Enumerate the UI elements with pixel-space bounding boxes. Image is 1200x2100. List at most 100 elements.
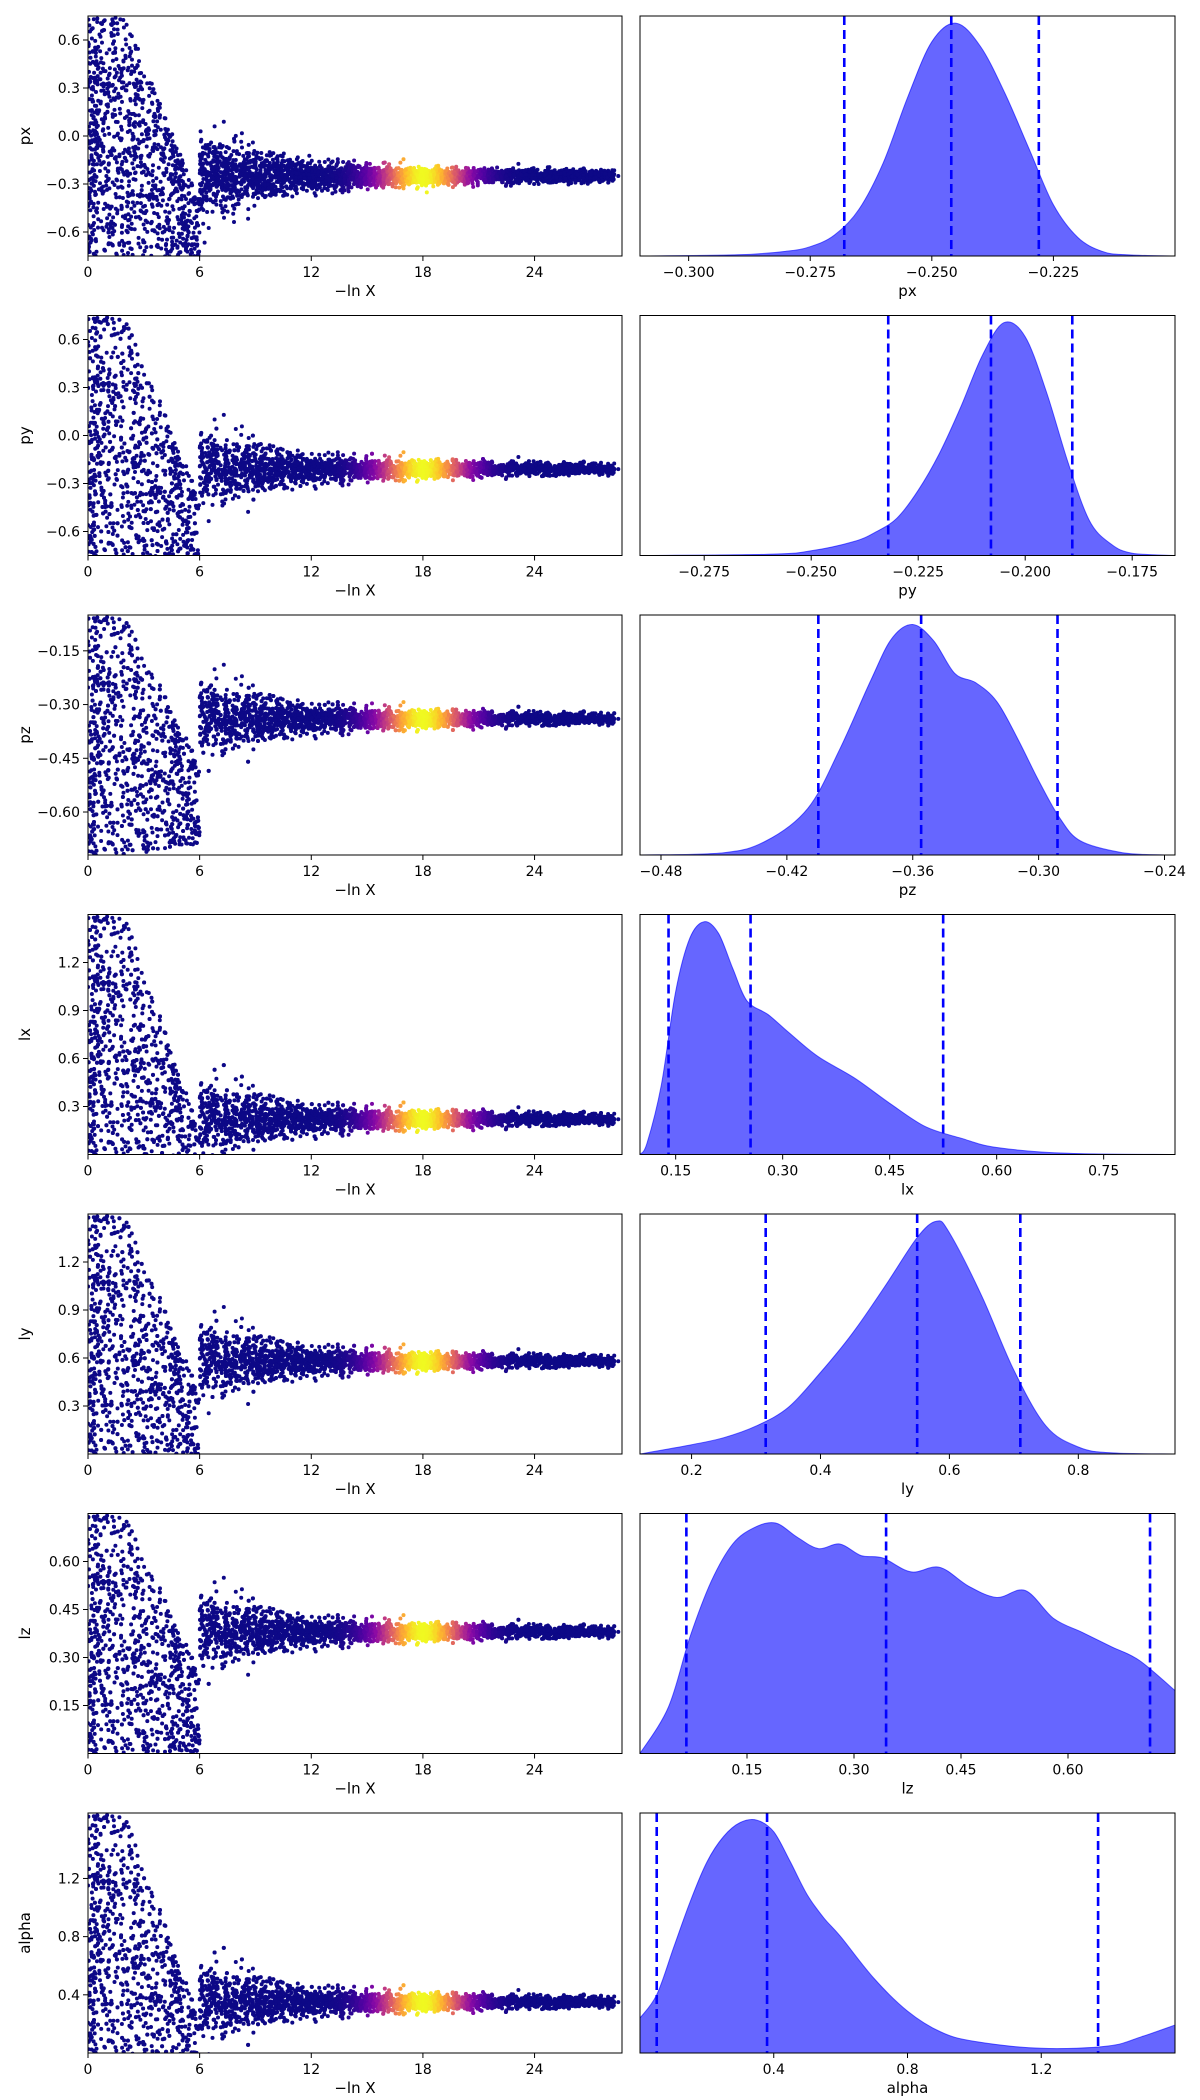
x-tick-label: −0.275 xyxy=(784,265,836,281)
y-tick-label: −0.3 xyxy=(46,477,80,493)
y-tick-label: −0.45 xyxy=(37,751,80,767)
trace-panel-alpha: 0 6 12 18 24 −ln X 1.2 0.8 0.4 alpha xyxy=(16,1812,623,2097)
x-axis-label: ly xyxy=(901,1480,914,1498)
x-axis-label: −ln X xyxy=(334,282,375,300)
x-tick-label: 18 xyxy=(414,265,432,281)
sample-points xyxy=(88,1513,621,1754)
marginal-axes-frame xyxy=(639,914,1176,1155)
marginal-panel-px: −0.300 −0.275 −0.250 −0.225 px xyxy=(639,15,1176,300)
density-area xyxy=(640,1220,1175,1454)
x-axis-label: −ln X xyxy=(334,881,375,899)
marginal-panel-py: −0.275 −0.250 −0.225 −0.200 −0.175 py xyxy=(639,315,1176,600)
x-tick-label: 0.8 xyxy=(896,2062,918,2078)
y-axis-label: py xyxy=(16,426,34,445)
x-tick-label: −0.250 xyxy=(906,265,958,281)
y-tick-label: −0.15 xyxy=(37,644,80,660)
x-tick-label: 0 xyxy=(84,1463,93,1479)
sample-points xyxy=(88,615,621,855)
x-axis-label: −ln X xyxy=(334,1181,375,1199)
x-tick-label: 24 xyxy=(526,1164,544,1180)
x-tick-label: −0.300 xyxy=(663,265,715,281)
x-tick-label: 6 xyxy=(195,265,204,281)
x-tick-label: 24 xyxy=(526,864,544,880)
x-tick-label: −0.30 xyxy=(1017,864,1060,880)
trace-axes-frame xyxy=(87,1213,623,1455)
x-tick-label: 12 xyxy=(302,265,320,281)
y-tick-label: 1.2 xyxy=(58,956,80,972)
x-tick-label: 0.60 xyxy=(1052,1763,1083,1779)
x-tick-label: 6 xyxy=(195,2062,204,2078)
x-tick-label: −0.24 xyxy=(1143,864,1186,880)
x-tick-label: 24 xyxy=(526,1463,544,1479)
x-tick-label: −0.48 xyxy=(640,864,683,880)
y-tick-label: 0.8 xyxy=(58,1930,80,1946)
x-tick-label: −0.225 xyxy=(1028,265,1080,281)
y-tick-label: 0.30 xyxy=(49,1651,80,1667)
y-axis-label: px xyxy=(16,127,34,146)
sample-points xyxy=(88,16,621,256)
y-tick-label: 0.3 xyxy=(58,1399,80,1415)
y-axis-label: lz xyxy=(16,1627,34,1639)
sample-points xyxy=(88,1813,621,2053)
y-tick-label: 0.3 xyxy=(58,81,80,97)
density-area xyxy=(640,1522,1175,1754)
trace-axes-frame xyxy=(87,614,623,856)
sample-points xyxy=(88,914,621,1155)
y-tick-label: −0.60 xyxy=(37,805,80,821)
x-tick-label: 12 xyxy=(302,2062,320,2078)
y-tick-label: 0.3 xyxy=(58,381,80,397)
y-tick-label: −0.6 xyxy=(46,525,80,541)
marginal-panel-ly: 0.2 0.4 0.6 0.8 ly xyxy=(639,1213,1176,1498)
x-axis-label: py xyxy=(898,582,917,600)
x-tick-label: 0.4 xyxy=(809,1463,831,1479)
y-tick-label: 1.2 xyxy=(58,1255,80,1271)
x-tick-label: 12 xyxy=(302,1164,320,1180)
marginal-panel-lz: 0.15 0.30 0.45 0.60 lz xyxy=(639,1513,1176,1798)
y-tick-label: −0.6 xyxy=(46,225,80,241)
x-tick-label: 0.15 xyxy=(731,1763,762,1779)
x-tick-label: 12 xyxy=(302,1763,320,1779)
x-tick-label: 0.4 xyxy=(763,2062,785,2078)
x-tick-label: 12 xyxy=(302,864,320,880)
x-tick-label: −0.42 xyxy=(765,864,808,880)
trace-axes-frame xyxy=(87,1513,623,1754)
y-tick-label: 0.9 xyxy=(58,1004,80,1020)
x-tick-label: 24 xyxy=(526,565,544,581)
x-tick-label: 0 xyxy=(84,1763,93,1779)
x-tick-label: 0.8 xyxy=(1067,1463,1089,1479)
x-tick-label: 0 xyxy=(84,1164,93,1180)
x-axis-label: lz xyxy=(901,1780,913,1798)
x-tick-label: 0 xyxy=(84,265,93,281)
density-area xyxy=(640,921,1175,1155)
marginal-axes-frame xyxy=(639,15,1176,257)
trace-axes-frame xyxy=(87,1812,623,2054)
x-tick-label: 0 xyxy=(84,864,93,880)
y-tick-label: 0.6 xyxy=(58,33,80,49)
density-area xyxy=(640,1819,1175,2053)
y-tick-label: 0.60 xyxy=(49,1555,80,1571)
y-tick-label: 0.45 xyxy=(49,1603,80,1619)
x-tick-label: 0.75 xyxy=(1088,1164,1119,1180)
y-tick-label: 0.6 xyxy=(58,1351,80,1367)
density-area xyxy=(640,321,1175,556)
trace-panel-pz: 0 6 12 18 24 −ln X −0.15 −0.30 −0.45 −0.60 pz xyxy=(16,614,623,899)
x-tick-label: 0.60 xyxy=(981,1164,1012,1180)
x-axis-label: −ln X xyxy=(334,1480,375,1498)
trace-panel-lz: 0 6 12 18 24 −ln X 0.60 0.45 0.30 0.15 lz xyxy=(16,1513,623,1798)
x-tick-label: −0.275 xyxy=(678,565,730,581)
marginal-axes-frame xyxy=(639,1513,1176,1754)
y-axis-label: ly xyxy=(16,1327,34,1340)
x-tick-label: −0.175 xyxy=(1106,565,1158,581)
x-axis-label: lx xyxy=(901,1181,914,1199)
trace-panel-lx: 0 6 12 18 24 −ln X 1.2 0.9 0.6 0.3 lx xyxy=(16,914,623,1199)
x-axis-label: −ln X xyxy=(334,582,375,600)
marginal-axes-frame xyxy=(639,614,1176,856)
trace-panel-py: 0 6 12 18 24 −ln X 0.6 0.3 0.0 −0.3 −0.6 py xyxy=(16,315,623,600)
trace-panel-px: 0 6 12 18 24 −ln X 0.6 0.3 0.0 −0.3 −0.6 px xyxy=(16,15,623,300)
x-tick-label: 0.2 xyxy=(680,1463,702,1479)
x-tick-label: 18 xyxy=(414,565,432,581)
y-tick-label: −0.30 xyxy=(37,698,80,714)
x-tick-label: 0.45 xyxy=(874,1164,905,1180)
y-tick-label: −0.3 xyxy=(46,177,80,193)
x-axis-label: alpha xyxy=(887,2079,929,2097)
